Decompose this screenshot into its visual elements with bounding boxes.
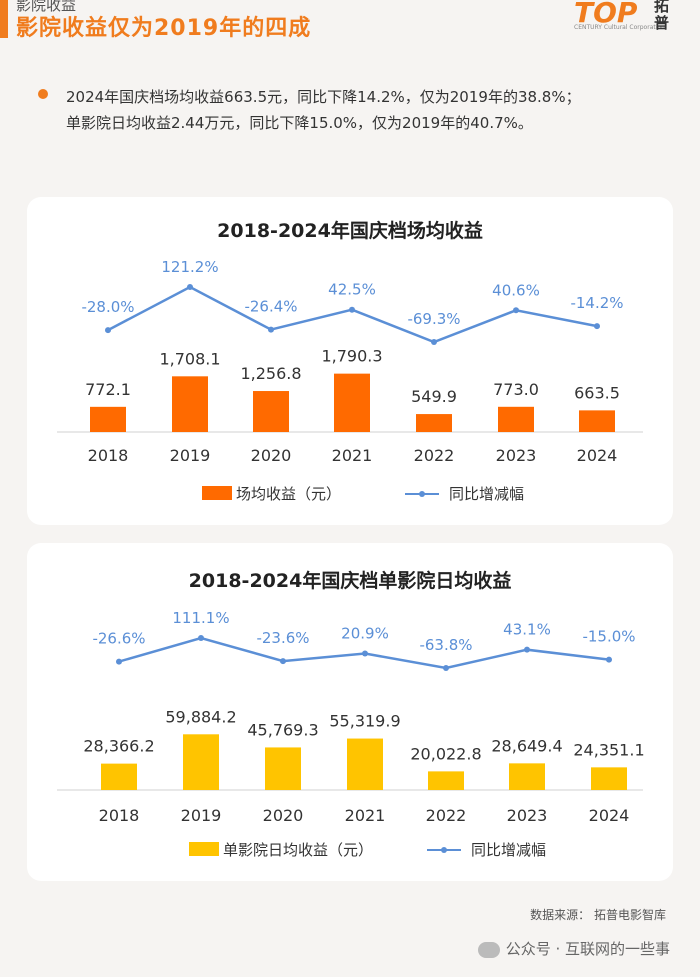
line-value-label: 42.5% bbox=[328, 281, 376, 299]
line-value-label: 111.1% bbox=[172, 609, 229, 627]
bar bbox=[183, 734, 219, 790]
chart-daily-revenue-per-cinema: 2018-2024年国庆档单影院日均收益 2018 2019 2020 2021 2022… bbox=[57, 569, 645, 859]
wechat-icon bbox=[477, 941, 500, 958]
line-value-label: 20.9% bbox=[341, 624, 389, 642]
account-footer: 公众号 · 互联网的一些事 bbox=[477, 938, 670, 959]
legend-bar-swatch bbox=[189, 842, 219, 856]
line-value-label: -14.2% bbox=[570, 294, 623, 312]
x-tick-label: 2022 bbox=[414, 446, 455, 465]
legend-line-marker bbox=[419, 491, 425, 497]
line-point bbox=[198, 635, 204, 641]
section-tag: 影院收益 bbox=[16, 0, 77, 14]
bar-value-label: 59,884.2 bbox=[165, 707, 236, 726]
bar bbox=[428, 771, 464, 790]
x-tick-label: 2021 bbox=[345, 806, 386, 825]
summary-block: 2024年国庆档场均收益663.5元，同比下降14.2%，仅为2019年的38.… bbox=[38, 84, 678, 136]
bar-value-label: 28,649.4 bbox=[491, 736, 562, 755]
data-source: 数据来源： 拓普电影智库 bbox=[530, 908, 666, 922]
x-tick-label: 2024 bbox=[577, 446, 618, 465]
legend-label: 同比增减幅 bbox=[449, 485, 524, 503]
bar-value-label: 663.5 bbox=[574, 383, 620, 402]
bar bbox=[90, 406, 126, 432]
x-tick-label: 2018 bbox=[88, 446, 129, 465]
line-value-label: -26.6% bbox=[92, 630, 145, 648]
legend-label: 同比增减幅 bbox=[471, 841, 546, 859]
bar bbox=[347, 738, 383, 790]
x-tick-label: 2020 bbox=[263, 806, 304, 825]
chart-title: 2018-2024年国庆档场均收益 bbox=[217, 219, 483, 242]
x-tick-label: 2019 bbox=[170, 446, 211, 465]
page-title: 影院收益仅为2019年的四成 bbox=[16, 16, 312, 41]
chart-card-avg-revenue-per-screening: 2018-2024年国庆档场均收益 2018 2019 2020 2021 2022 202… bbox=[27, 197, 673, 525]
line-point bbox=[116, 658, 122, 665]
line-value-label: -63.8% bbox=[419, 636, 472, 654]
line-point bbox=[443, 665, 449, 671]
account-name: 公众号 · 互联网的一些事 bbox=[505, 940, 670, 958]
bar-value-label: 773.0 bbox=[493, 380, 539, 399]
chart-card-daily-revenue-per-cinema: 2018-2024年国庆档单影院日均收益 2018 2019 2020 2021 2022… bbox=[27, 543, 673, 881]
bar bbox=[265, 747, 301, 790]
bullet-dot-icon bbox=[38, 89, 48, 99]
line-value-label: -28.0% bbox=[81, 298, 134, 316]
line-value-label: 121.2% bbox=[161, 258, 218, 276]
logo-name: 拓普 bbox=[654, 0, 670, 32]
bar-value-label: 28,366.2 bbox=[83, 737, 154, 756]
summary-line: 2024年国庆档场均收益663.5元，同比下降14.2%，仅为2019年的38.… bbox=[66, 88, 581, 106]
line-value-label: 43.1% bbox=[503, 621, 551, 639]
bar-value-label: 24,351.1 bbox=[573, 740, 644, 759]
line-value-label: -69.3% bbox=[407, 310, 460, 328]
bar-value-label: 55,319.9 bbox=[329, 712, 400, 731]
line-point bbox=[268, 326, 274, 333]
x-tick-label: 2023 bbox=[496, 446, 537, 465]
legend-label: 单影院日均收益（元） bbox=[223, 841, 373, 859]
line-point bbox=[513, 307, 519, 314]
bar bbox=[416, 414, 452, 432]
summary-line: 单影院日均收益2.44万元，同比下降15.0%，仅为2019年的40.7%。 bbox=[66, 114, 533, 132]
bar bbox=[101, 763, 137, 790]
x-tick-label: 2023 bbox=[507, 806, 548, 825]
line-point bbox=[431, 339, 437, 345]
x-tick-label: 2021 bbox=[332, 446, 373, 465]
bar bbox=[172, 376, 208, 432]
x-tick-label: 2020 bbox=[251, 446, 292, 465]
line-point bbox=[362, 650, 368, 657]
line-point bbox=[606, 656, 612, 663]
line-value-label: -26.4% bbox=[244, 298, 297, 316]
x-tick-label: 2018 bbox=[99, 806, 140, 825]
bar-value-label: 1,708.1 bbox=[159, 349, 220, 368]
legend-line-marker bbox=[441, 847, 447, 853]
bar bbox=[253, 391, 289, 432]
bar-value-label: 1,790.3 bbox=[321, 347, 382, 366]
line-point bbox=[594, 323, 600, 330]
title-accent-bar bbox=[0, 0, 8, 38]
line-point bbox=[187, 284, 193, 290]
chart-title: 2018-2024年国庆档单影院日均收益 bbox=[189, 569, 512, 592]
bar bbox=[509, 763, 545, 790]
bar-value-label: 45,769.3 bbox=[247, 720, 318, 739]
line-value-label: -23.6% bbox=[256, 629, 309, 647]
bar bbox=[334, 373, 370, 432]
logo-subtitle: CENTURY Cultural Corporation bbox=[574, 24, 665, 31]
logo-mark: TOP bbox=[574, 0, 638, 29]
x-tick-label: 2019 bbox=[181, 806, 222, 825]
x-tick-label: 2022 bbox=[426, 806, 467, 825]
x-tick-label: 2024 bbox=[589, 806, 630, 825]
line-point bbox=[280, 658, 286, 665]
bar-value-label: 549.9 bbox=[411, 387, 457, 406]
legend-bar-swatch bbox=[202, 486, 232, 500]
line-value-label: 40.6% bbox=[492, 281, 540, 299]
bar-value-label: 20,022.8 bbox=[410, 744, 481, 763]
line-point bbox=[349, 306, 355, 313]
chart-avg-revenue-per-screening: 2018-2024年国庆档场均收益 2018 2019 2020 2021 2022 202… bbox=[57, 219, 643, 503]
line-point bbox=[105, 327, 111, 334]
bar-value-label: 772.1 bbox=[85, 380, 131, 399]
brand-logo: TOP CENTURY Cultural Corporation 拓普 bbox=[574, 0, 692, 34]
bar-value-label: 1,256.8 bbox=[240, 364, 301, 383]
line-value-label: -15.0% bbox=[582, 628, 635, 646]
bar bbox=[591, 767, 627, 790]
line-point bbox=[524, 646, 530, 653]
bar bbox=[579, 410, 615, 432]
bar bbox=[498, 406, 534, 432]
legend-label: 场均收益（元） bbox=[236, 485, 341, 503]
